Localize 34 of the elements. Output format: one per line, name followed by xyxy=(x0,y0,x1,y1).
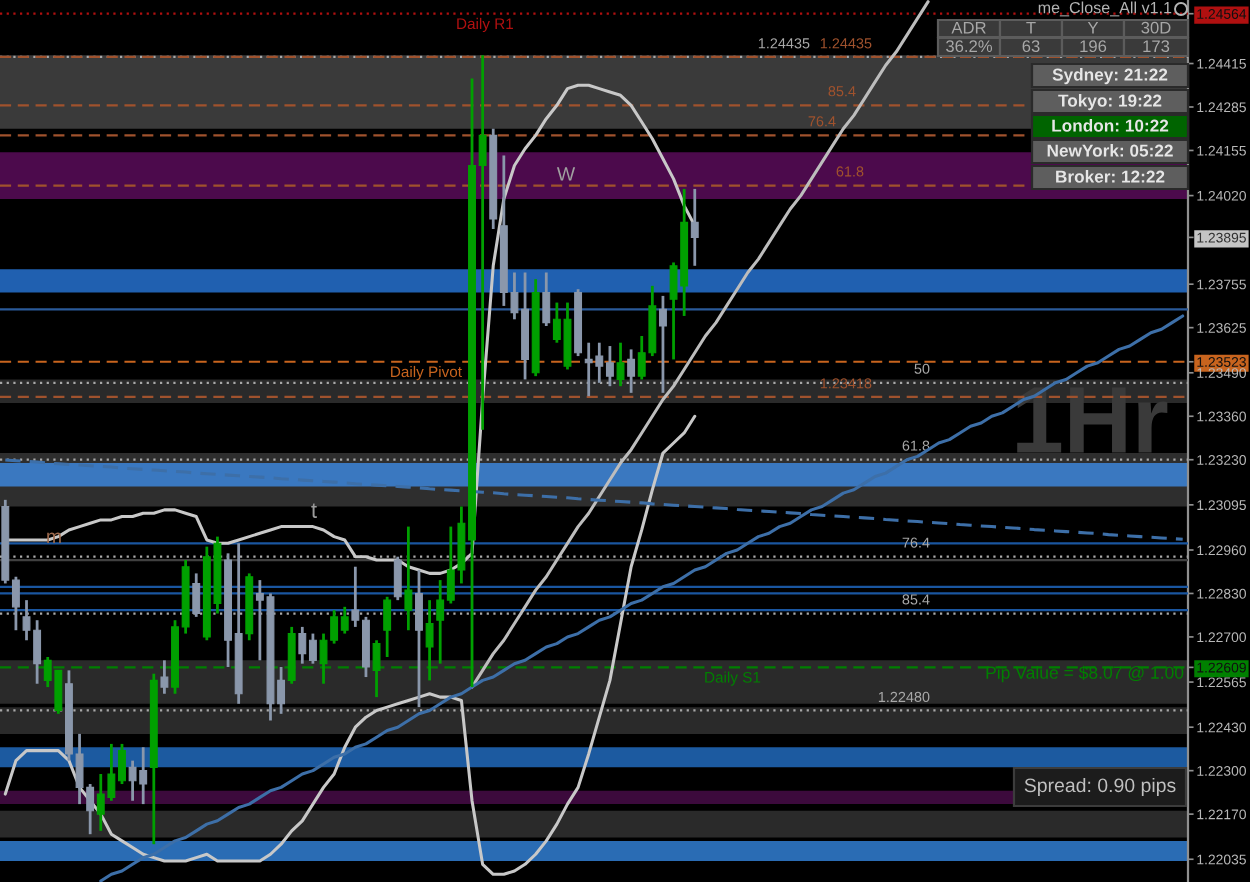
annotation: Broker: 12:22 xyxy=(1056,170,1165,183)
annotation: m xyxy=(47,532,61,544)
candlestick xyxy=(192,572,201,619)
annotation: 30D xyxy=(1141,21,1171,34)
candlestick xyxy=(372,638,381,699)
annotation: Spread: 0.90 pips xyxy=(1024,777,1176,797)
annotation: Y xyxy=(1087,21,1099,34)
candlestick xyxy=(425,598,434,682)
candlestick xyxy=(404,525,413,632)
candlestick xyxy=(542,271,551,328)
annotation: 196 xyxy=(1080,40,1107,53)
annotation: me_Close_All v1.1 xyxy=(1038,1,1172,17)
band-label: W xyxy=(556,167,576,181)
annotation: 173 xyxy=(1143,40,1170,53)
annotation: 36.2% xyxy=(946,40,993,53)
annotation: 1Hr xyxy=(1017,387,1168,453)
annotation: t xyxy=(311,503,317,518)
annotation: NewYork: 05:22 xyxy=(1047,144,1173,157)
annotation: Tokyo: 19:22 xyxy=(1058,94,1162,111)
annotation: Sydney: 21:22 xyxy=(1052,68,1168,85)
annotation: London: 10:22 xyxy=(1052,119,1169,132)
line-series xyxy=(3,414,697,876)
candlestick xyxy=(658,294,667,395)
candlestick xyxy=(627,348,636,395)
annotation: 63 xyxy=(1022,40,1040,53)
annotation: ADR xyxy=(951,21,986,34)
candlestick xyxy=(383,595,392,659)
candlestick xyxy=(287,625,296,686)
candlestick xyxy=(393,555,402,602)
candlestick xyxy=(415,568,423,709)
annotation: T xyxy=(1026,21,1036,34)
candlestick xyxy=(690,187,699,268)
candlestick xyxy=(616,341,625,388)
candlestick xyxy=(160,658,169,696)
